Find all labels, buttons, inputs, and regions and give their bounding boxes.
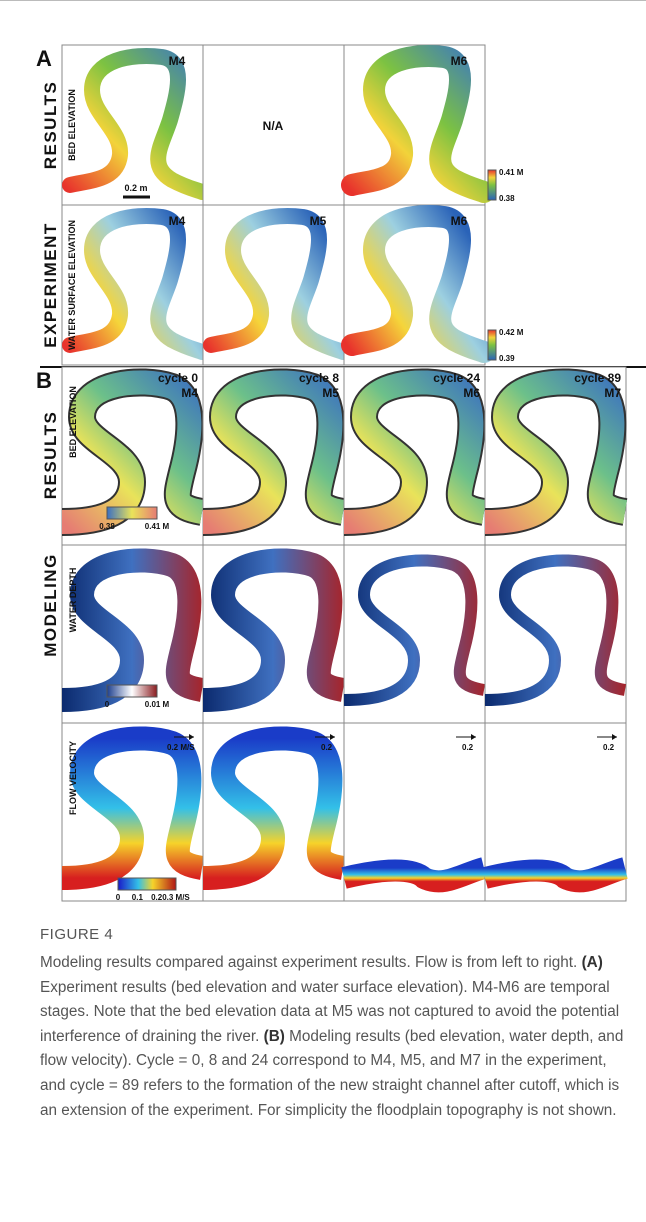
side-label: EXPERIMENT xyxy=(41,222,60,348)
channel xyxy=(61,548,205,712)
colorbar-label: 0.3 M/S xyxy=(162,893,190,902)
vector-label: 0.2 xyxy=(603,743,615,752)
side-label: RESULTS xyxy=(41,411,60,500)
cycle-label: cycle 24 xyxy=(433,371,480,385)
vector-label: 0.2 xyxy=(321,743,333,752)
vector-head xyxy=(612,734,617,740)
vector-label: 0.2 M/S xyxy=(167,743,195,752)
channel xyxy=(482,857,629,893)
colorbar-label: 0 xyxy=(116,893,121,902)
channel xyxy=(62,207,210,360)
colorbar-label: 0.39 xyxy=(499,354,515,363)
colorbar-label: 0.2 xyxy=(151,893,163,902)
channel xyxy=(202,370,346,534)
channel xyxy=(341,44,495,203)
colorbar xyxy=(117,877,177,891)
vector-head xyxy=(330,734,335,740)
vector-label: 0.2 xyxy=(462,743,474,752)
row-label: BED ELEVATION xyxy=(68,386,78,458)
cycle-label: cycle 8 xyxy=(299,371,339,385)
channel xyxy=(203,207,351,360)
stage-label: M7 xyxy=(604,386,621,400)
channel xyxy=(202,548,346,712)
caption-text: Experiment results (bed elevation and wa… xyxy=(40,978,620,1045)
caption-ref: (A) xyxy=(581,954,603,971)
vector-head xyxy=(471,734,476,740)
cell-label: M5 xyxy=(310,214,327,228)
side-label: RESULTS xyxy=(41,81,60,170)
caption-ref: (B) xyxy=(263,1027,285,1045)
colorbar-label: 0.38 xyxy=(499,194,515,203)
cell-label: M4 xyxy=(169,214,186,228)
figure: A B RESULTS EXPERIMENT RESULTS MODELING … xyxy=(0,0,646,902)
row-label: WATER DEPTH xyxy=(68,568,78,633)
colorbar-label: 0.42 M xyxy=(499,328,524,337)
channel xyxy=(343,370,487,534)
caption-text: Modeling results compared against experi… xyxy=(40,954,582,971)
side-label: MODELING xyxy=(41,553,60,657)
cell-label: M6 xyxy=(451,214,468,228)
vector-head xyxy=(189,734,194,740)
caption-text: Modeling results (bed elevation, water d… xyxy=(40,1027,624,1119)
panel-label: B xyxy=(36,368,52,393)
cell-label: M4 xyxy=(169,54,186,68)
colorbar-label: 0 xyxy=(105,700,110,709)
caption-title: FIGURE 4 xyxy=(40,926,114,943)
colorbar xyxy=(106,684,158,698)
channel xyxy=(62,47,210,200)
channel xyxy=(341,204,495,363)
cell xyxy=(202,44,345,206)
channel xyxy=(61,370,205,534)
colorbar xyxy=(487,329,497,361)
cycle-label: cycle 89 xyxy=(574,371,621,385)
caption: Modeling results compared against experi… xyxy=(40,951,636,1123)
colorbar-label: 0.41 M xyxy=(145,522,170,531)
scale-bar-label: 0.2 m xyxy=(124,183,147,193)
cell-label: M6 xyxy=(451,54,468,68)
channel xyxy=(343,554,486,706)
colorbar-label: 0.01 M xyxy=(145,700,170,709)
channel xyxy=(484,554,627,706)
row-label: BED ELEVATION xyxy=(67,89,77,161)
stage-label: M4 xyxy=(181,386,198,400)
row-label: FLOW VELOCITY xyxy=(68,741,78,815)
channel xyxy=(484,370,628,534)
channel xyxy=(341,857,488,893)
panel-label: A xyxy=(36,46,52,71)
not-available: N/A xyxy=(263,119,284,133)
channel xyxy=(202,726,346,890)
stage-label: M5 xyxy=(322,386,339,400)
stage-label: M6 xyxy=(463,386,480,400)
colorbar xyxy=(487,169,497,201)
cycle-label: cycle 0 xyxy=(158,371,198,385)
row-label: WATER SURFACE ELEVATION xyxy=(67,220,77,350)
colorbar-label: 0.1 xyxy=(132,893,144,902)
colorbar-label: 0.41 M xyxy=(499,168,524,177)
channel xyxy=(61,726,205,890)
colorbar-label: 0.38 xyxy=(99,522,115,531)
colorbar xyxy=(106,506,158,520)
